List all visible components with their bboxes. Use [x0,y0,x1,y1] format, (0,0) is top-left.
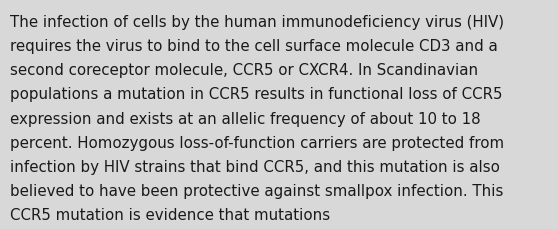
Text: second coreceptor molecule, CCR5 or CXCR4. In Scandinavian: second coreceptor molecule, CCR5 or CXCR… [10,63,478,78]
Text: requires the virus to bind to the cell surface molecule CD3 and a: requires the virus to bind to the cell s… [10,39,498,54]
Text: infection by HIV strains that bind CCR5, and this mutation is also: infection by HIV strains that bind CCR5,… [10,159,500,174]
Text: populations a mutation in CCR5 results in functional loss of CCR5: populations a mutation in CCR5 results i… [10,87,503,102]
Text: CCR5 mutation is evidence that mutations: CCR5 mutation is evidence that mutations [10,207,330,222]
Text: The infection of cells by the human immunodeficiency virus (HIV): The infection of cells by the human immu… [10,15,504,30]
Text: percent. Homozygous loss-of-function carriers are protected from: percent. Homozygous loss-of-function car… [10,135,504,150]
Text: expression and exists at an allelic frequency of about 10 to 18: expression and exists at an allelic freq… [10,111,480,126]
Text: believed to have been protective against smallpox infection. This: believed to have been protective against… [10,183,503,198]
